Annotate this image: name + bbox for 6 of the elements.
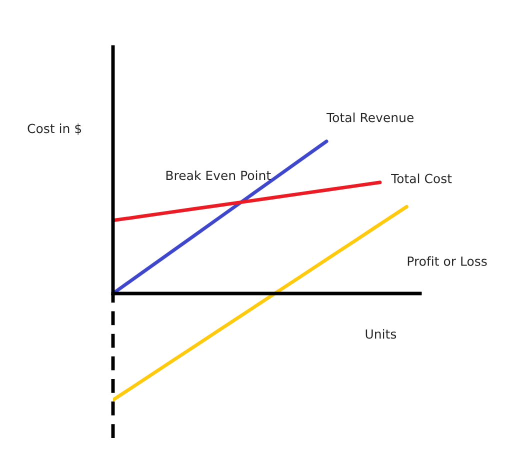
y-axis-title: Cost in $: [28, 124, 82, 135]
text: Profit or Loss: [408, 256, 487, 266]
x-axis-title: Units: [366, 329, 396, 339]
series-label: Total Cost: [391, 174, 452, 184]
annotation: Break Even Point: [166, 170, 271, 180]
series-label: Total Revenue: [326, 112, 414, 122]
